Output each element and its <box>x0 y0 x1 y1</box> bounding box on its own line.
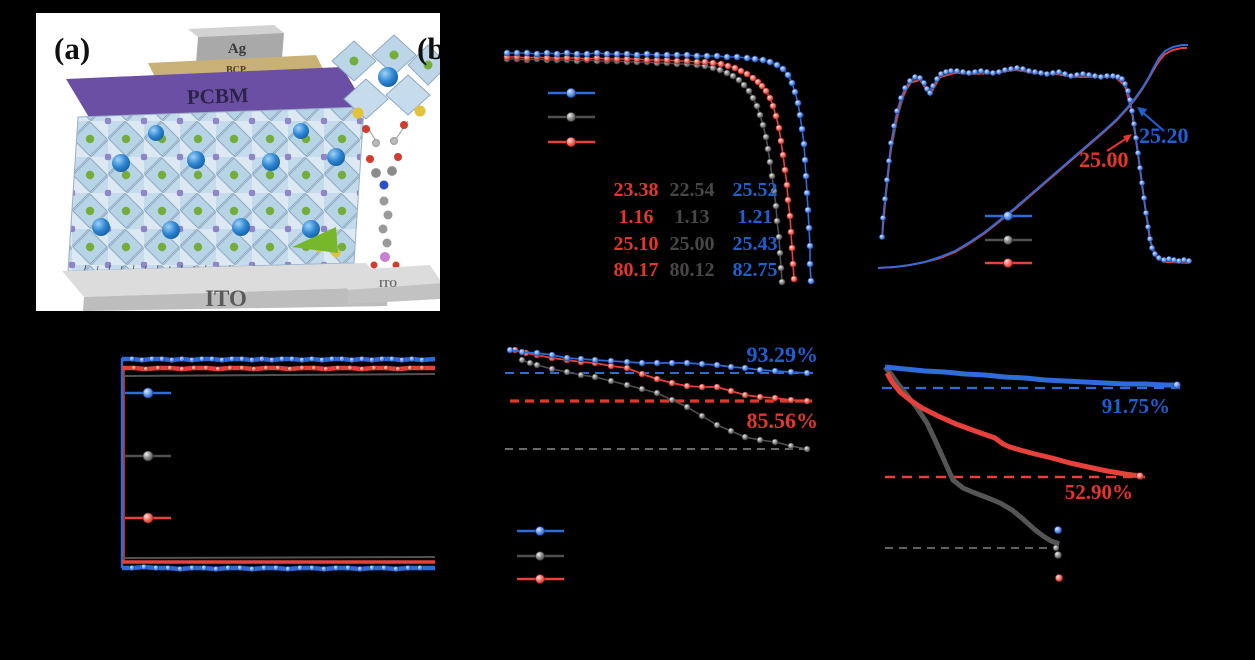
ag-label: Ag <box>228 41 247 57</box>
table-cell: 25.00 <box>670 233 715 255</box>
panel-b-label: (b <box>417 31 440 66</box>
top-band-blue <box>122 356 436 363</box>
table-cell: 1.16 <box>619 206 654 228</box>
eqe-blue-curve <box>879 65 1192 264</box>
blue-arrowhead <box>1137 107 1147 117</box>
spo-legend <box>125 387 171 524</box>
eqe-red-curve <box>881 69 1190 264</box>
panel-a-label: (a) <box>54 31 90 66</box>
bottom-band-gray <box>121 556 436 559</box>
integrated-j-red-curve <box>877 47 1187 269</box>
red-retention-value: 85.56% <box>747 408 819 433</box>
legend-gray-marker <box>566 112 576 122</box>
legend-blue-marker <box>566 88 576 98</box>
legend-gray-marker <box>1003 235 1013 245</box>
pcbm-label: PCBM <box>186 83 249 109</box>
bcp-label: BCP <box>226 65 246 76</box>
bottom-band-blue <box>122 564 435 572</box>
octahedra-cluster <box>331 34 440 120</box>
legend-blue-marker <box>1054 526 1062 534</box>
stability2-legend <box>1054 526 1063 582</box>
device-schematic-drawing: Ag BCP PCBM <box>54 25 440 311</box>
device-schematic-panel: Ag BCP PCBM <box>36 13 440 311</box>
molecule-ito-slab: ITO <box>336 265 440 304</box>
ito-label: ITO <box>205 286 247 311</box>
table-cell: 25.43 <box>733 233 778 255</box>
eqe-annotations: 25.20 25.00 <box>1079 107 1189 172</box>
legend-gray-marker <box>142 450 154 462</box>
legend-red-marker <box>1003 258 1013 268</box>
legend-blue-marker <box>142 387 154 399</box>
legend-blue-marker <box>535 526 545 536</box>
blue-retention-value: 93.29% <box>747 342 819 367</box>
stability-blue-curve <box>506 346 811 377</box>
stability-chart-2: 91.75% 52.90% <box>882 364 1181 582</box>
integrated-jsc-red-value: 25.00 <box>1079 147 1129 172</box>
integrated-j-blue-curve <box>877 44 1188 269</box>
molecule-ito-label: ITO <box>379 279 397 290</box>
table-cell: 23.38 <box>614 179 659 201</box>
stabilized-output-chart <box>120 356 436 572</box>
legend-red-marker <box>142 512 154 524</box>
perovskite-layer <box>67 106 365 272</box>
stability2-gray-curve <box>883 365 1060 552</box>
a-site-cations <box>92 123 345 239</box>
red-arrowhead <box>1123 134 1132 143</box>
molecule-chain <box>362 120 409 269</box>
table-cell: 1.13 <box>675 206 710 228</box>
ag-layer: Ag <box>188 25 284 63</box>
stability2-blue-curve <box>884 364 1181 389</box>
legend-red-marker <box>566 137 576 147</box>
eqe-gray-curve <box>881 69 1189 263</box>
table-cell: 1.21 <box>738 206 773 228</box>
ito-layer: ITO <box>62 263 388 311</box>
eqe-chart: 25.20 25.00 <box>877 44 1192 269</box>
table-cell: 80.12 <box>670 259 715 281</box>
legend-blue-marker <box>1003 211 1013 221</box>
jv-parameter-table: 23.38 22.54 25.52 1.16 1.13 1.21 25.10 2… <box>614 179 778 281</box>
table-cell: 80.17 <box>614 259 659 281</box>
stability-chart-1: 93.29% 85.56% <box>505 342 819 584</box>
stability1-legend <box>517 526 564 584</box>
legend-gray-marker <box>1054 551 1062 559</box>
jv-curves-chart: 23.38 22.54 25.52 1.16 1.13 1.21 25.10 2… <box>503 49 815 286</box>
blue-retention-value: 91.75% <box>1102 394 1170 418</box>
stability2-red-curve <box>884 371 1144 480</box>
legend-gray-marker <box>535 551 545 561</box>
table-cell: 25.52 <box>733 179 778 201</box>
table-cell: 22.54 <box>670 179 715 201</box>
table-cell: 25.10 <box>614 233 659 255</box>
legend-red-marker <box>535 574 545 584</box>
zoom-pointer-cone <box>292 227 338 253</box>
molecule-closeup: ITO <box>292 34 440 304</box>
top-band-red <box>122 365 435 372</box>
integrated-jsc-blue-value: 25.20 <box>1139 123 1189 148</box>
eqe-legend <box>985 211 1032 268</box>
table-cell: 82.75 <box>733 259 778 281</box>
jv-legend <box>548 88 595 147</box>
jv-blue-curve <box>503 49 815 285</box>
top-band-gray <box>121 373 436 377</box>
red-retention-value: 52.90% <box>1065 480 1133 504</box>
legend-red-marker <box>1055 574 1063 582</box>
